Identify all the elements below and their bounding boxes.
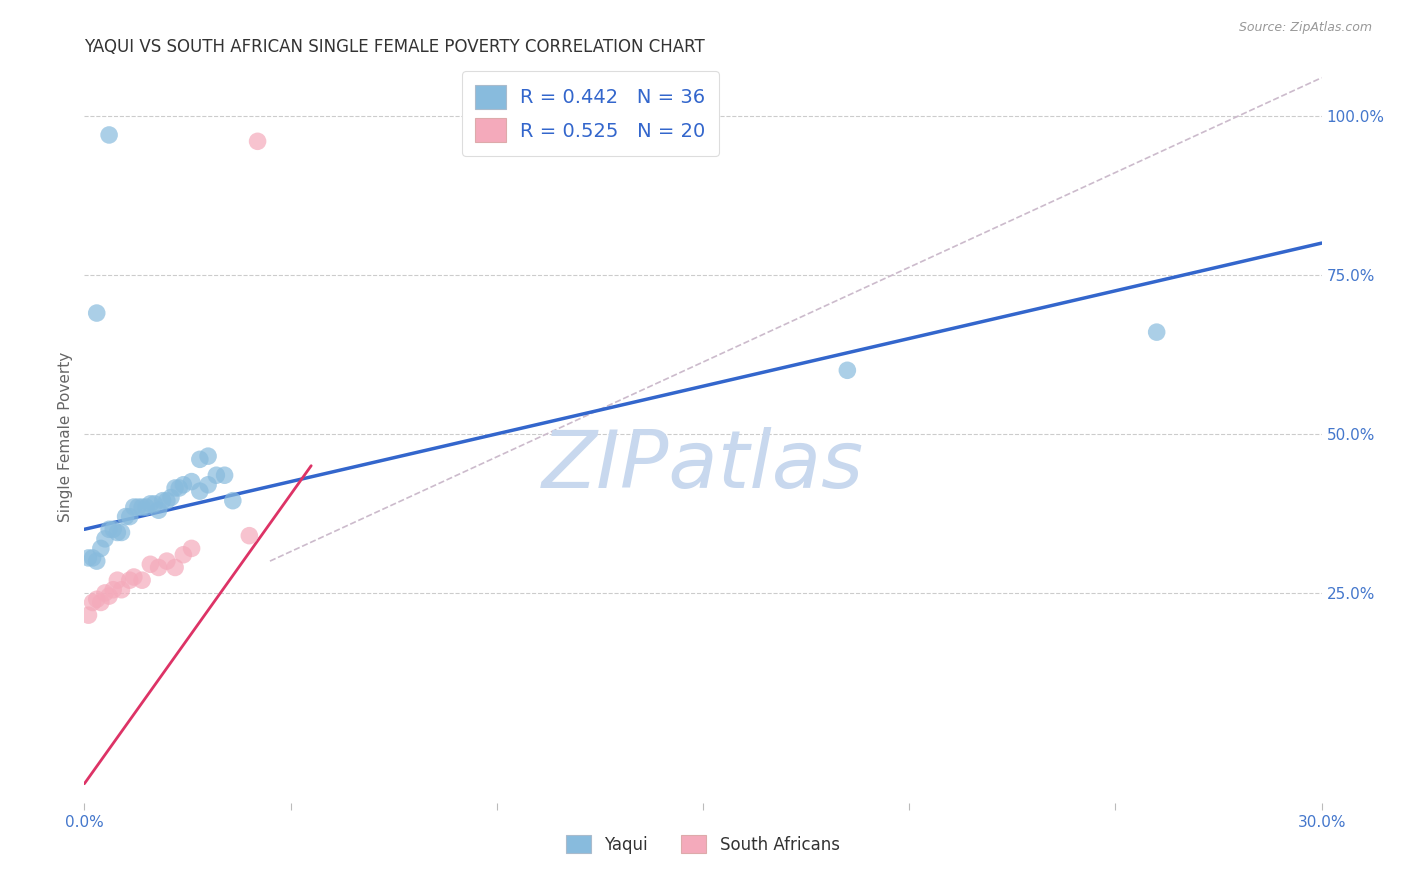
Point — [86, 554, 108, 568]
Point — [86, 592, 108, 607]
Point — [131, 573, 153, 587]
Point — [110, 582, 132, 597]
Point — [139, 558, 162, 572]
Point — [114, 509, 136, 524]
Point — [188, 484, 211, 499]
Point — [94, 532, 117, 546]
Y-axis label: Single Female Poverty: Single Female Poverty — [58, 352, 73, 522]
Point — [214, 468, 236, 483]
Point — [122, 570, 145, 584]
Point — [86, 306, 108, 320]
Point — [205, 468, 228, 483]
Point — [77, 608, 100, 623]
Point — [82, 550, 104, 565]
Point — [103, 522, 125, 536]
Text: YAQUI VS SOUTH AFRICAN SINGLE FEMALE POVERTY CORRELATION CHART: YAQUI VS SOUTH AFRICAN SINGLE FEMALE POV… — [84, 38, 706, 56]
Point — [82, 595, 104, 609]
Point — [1146, 325, 1168, 339]
Point — [156, 493, 179, 508]
Point — [90, 541, 112, 556]
Point — [152, 493, 174, 508]
Point — [197, 449, 219, 463]
Point — [135, 500, 157, 514]
Legend: Yaqui, South Africans: Yaqui, South Africans — [560, 829, 846, 860]
Point — [167, 481, 190, 495]
Point — [139, 497, 162, 511]
Point — [103, 582, 125, 597]
Point — [165, 560, 187, 574]
Point — [197, 477, 219, 491]
Point — [98, 589, 121, 603]
Text: ZIPatlas: ZIPatlas — [541, 427, 865, 506]
Point — [172, 477, 194, 491]
Point — [165, 481, 187, 495]
Text: Source: ZipAtlas.com: Source: ZipAtlas.com — [1239, 21, 1372, 35]
Point — [118, 573, 141, 587]
Point — [180, 541, 202, 556]
Point — [131, 500, 153, 514]
Point — [118, 509, 141, 524]
Point — [160, 491, 183, 505]
Point — [156, 554, 179, 568]
Point — [127, 500, 149, 514]
Point — [98, 128, 121, 142]
Point — [122, 500, 145, 514]
Point — [246, 134, 269, 148]
Point — [77, 550, 100, 565]
Point — [148, 503, 170, 517]
Point — [180, 475, 202, 489]
Point — [837, 363, 859, 377]
Point — [105, 573, 128, 587]
Point — [94, 586, 117, 600]
Point — [172, 548, 194, 562]
Point — [143, 497, 166, 511]
Point — [105, 525, 128, 540]
Point — [238, 529, 260, 543]
Point — [188, 452, 211, 467]
Point — [148, 560, 170, 574]
Point — [222, 493, 245, 508]
Point — [110, 525, 132, 540]
Point — [98, 522, 121, 536]
Point — [90, 595, 112, 609]
